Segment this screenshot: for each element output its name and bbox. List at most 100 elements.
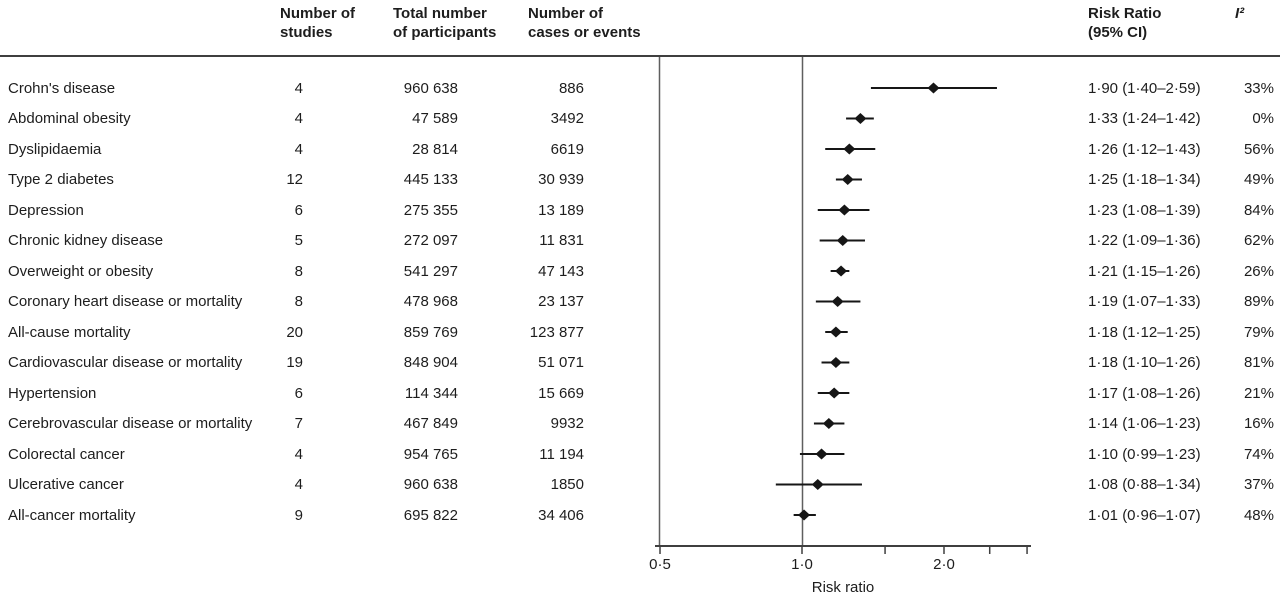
- studies-count: 8: [294, 262, 303, 280]
- x-axis-tick-label: 2·0: [933, 556, 955, 573]
- studies-count: 20: [286, 323, 303, 341]
- x-axis-tick-label: 1·0: [791, 556, 813, 573]
- point-estimate-diamond: [835, 265, 848, 277]
- participants-count: 272 097: [403, 232, 458, 249]
- risk-ratio-ci-text: 1·18 (1·12–1·25): [1088, 323, 1201, 341]
- column-header-studies: Number of studies: [280, 5, 355, 41]
- risk-ratio-ci-text: 1·10 (0·99–1·23): [1088, 445, 1201, 463]
- x-axis-tick-label: 0·5: [649, 556, 671, 573]
- point-estimate-diamond: [927, 82, 940, 94]
- i-squared-value: 21%: [1243, 384, 1274, 402]
- column-header-cases: Number of cases or events: [528, 5, 641, 41]
- cases-count: 11 194: [539, 445, 584, 463]
- risk-ratio-ci-text: 1·01 (0·96–1·07): [1088, 506, 1201, 524]
- cases-count: 15 669: [538, 384, 584, 402]
- i-squared-value: 16%: [1243, 415, 1274, 432]
- i-squared-value: 74%: [1243, 445, 1274, 463]
- cases-count: 9932: [550, 415, 584, 432]
- point-estimate-diamond: [841, 174, 854, 185]
- risk-ratio-ci-text: 1·21 (1·15–1·26): [1088, 262, 1201, 280]
- risk-ratio-ci-text: 1·18 (1·10–1·26): [1088, 354, 1201, 371]
- i-squared-value: 84%: [1243, 201, 1274, 219]
- participants-count: 114 344: [404, 384, 458, 402]
- risk-ratio-ci-text: 1·33 (1·24–1·42): [1088, 110, 1201, 127]
- cases-count: 13 189: [538, 201, 584, 219]
- table-row: Overweight or obesity 8 541 297 47 143 1·21 …: [0, 261, 1280, 282]
- participants-count: 859 769: [403, 323, 458, 341]
- participants-count: 445 133: [403, 171, 458, 188]
- studies-count: 7: [294, 415, 303, 432]
- risk-ratio-ci-text: 1·25 (1·18–1·34): [1088, 171, 1201, 188]
- participants-count: 954 765: [403, 445, 458, 463]
- header-divider: [0, 55, 1280, 57]
- risk-ratio-ci-text: 1·17 (1·08–1·26): [1088, 384, 1201, 402]
- risk-ratio-ci-text: 1·08 (0·88–1·34): [1088, 476, 1201, 493]
- point-estimate-diamond: [854, 113, 867, 124]
- table-row: Cerebrovascular disease or mortality 7 467…: [0, 413, 1280, 434]
- row-label: Type 2 diabetes: [8, 171, 114, 188]
- row-label: All-cancer mortality: [8, 506, 136, 524]
- column-header-risk-ratio: Risk Ratio (95% CI): [1088, 5, 1162, 41]
- studies-count: 19: [286, 354, 303, 371]
- i-squared-value: 79%: [1243, 323, 1274, 341]
- point-estimate-diamond: [838, 204, 851, 216]
- point-estimate-diamond: [828, 387, 841, 399]
- row-label: Cerebrovascular disease or mortality: [8, 415, 253, 432]
- table-row: Colorectal cancer 4 954 765 11 194 1·10 (0·9…: [0, 444, 1280, 465]
- table-row: Coronary heart disease or mortality 8 478 …: [0, 291, 1280, 312]
- i-squared-value: 62%: [1243, 232, 1274, 249]
- i-squared-value: 56%: [1243, 140, 1274, 158]
- studies-count: 4: [294, 445, 303, 463]
- point-estimate-diamond: [815, 448, 828, 460]
- table-row: All-cause mortality 20 859 769 123 877 1·18 …: [0, 322, 1280, 343]
- participants-count: 695 822: [403, 506, 458, 524]
- row-label: Dyslipidaemia: [8, 140, 102, 158]
- cases-count: 886: [558, 79, 584, 97]
- risk-ratio-ci-text: 1·19 (1·07–1·33): [1088, 293, 1201, 310]
- participants-count: 960 638: [403, 476, 458, 493]
- cases-count: 34 406: [538, 506, 584, 524]
- studies-count: 12: [286, 171, 303, 188]
- studies-count: 4: [294, 140, 303, 158]
- studies-count: 4: [294, 476, 303, 493]
- cases-count: 51 071: [538, 354, 584, 371]
- table-row: Crohn's disease 4 960 638 886 1·90 (1·40–2·5…: [0, 78, 1280, 99]
- i-squared-value: 49%: [1243, 171, 1274, 188]
- i-squared-value: 33%: [1243, 79, 1274, 97]
- point-estimate-diamond: [811, 479, 824, 490]
- cases-count: 47 143: [538, 262, 584, 280]
- cases-count: 11 831: [539, 232, 584, 249]
- row-label: Overweight or obesity: [8, 262, 154, 280]
- participants-count: 47 589: [412, 110, 458, 127]
- i-squared-value: 81%: [1243, 354, 1274, 371]
- column-header-i-squared: I²: [1235, 5, 1245, 22]
- risk-ratio-ci-text: 1·22 (1·09–1·36): [1088, 232, 1201, 249]
- i-squared-value: 89%: [1243, 293, 1274, 310]
- participants-count: 275 355: [403, 201, 458, 219]
- participants-count: 541 297: [403, 262, 458, 280]
- point-estimate-diamond: [843, 143, 856, 155]
- row-label: Coronary heart disease or mortality: [8, 293, 243, 310]
- point-estimate-diamond: [829, 326, 842, 338]
- table-row: Ulcerative cancer 4 960 638 1850 1·08 (0·88–…: [0, 474, 1280, 495]
- table-row: Hypertension 6 114 344 15 669 1·17 (1·08–1·2…: [0, 383, 1280, 404]
- point-estimate-diamond: [822, 418, 835, 429]
- participants-count: 960 638: [403, 79, 458, 97]
- cases-count: 3492: [550, 110, 584, 127]
- studies-count: 9: [294, 506, 303, 524]
- participants-count: 478 968: [403, 293, 458, 310]
- row-label: Cardiovascular disease or mortality: [8, 354, 243, 371]
- risk-ratio-ci-text: 1·90 (1·40–2·59): [1088, 79, 1201, 97]
- table-row: Depression 6 275 355 13 189 1·23 (1·08–1·39)…: [0, 200, 1280, 221]
- row-label: All-cause mortality: [8, 323, 131, 341]
- table-row: Dyslipidaemia 4 28 814 6619 1·26 (1·12–1·43)…: [0, 139, 1280, 160]
- risk-ratio-ci-text: 1·26 (1·12–1·43): [1088, 140, 1201, 158]
- participants-count: 28 814: [412, 140, 458, 158]
- point-estimate-diamond: [798, 509, 811, 521]
- point-estimate-diamond: [829, 357, 842, 368]
- i-squared-value: 37%: [1243, 476, 1274, 493]
- risk-ratio-ci-text: 1·14 (1·06–1·23): [1088, 415, 1201, 432]
- studies-count: 5: [294, 232, 303, 249]
